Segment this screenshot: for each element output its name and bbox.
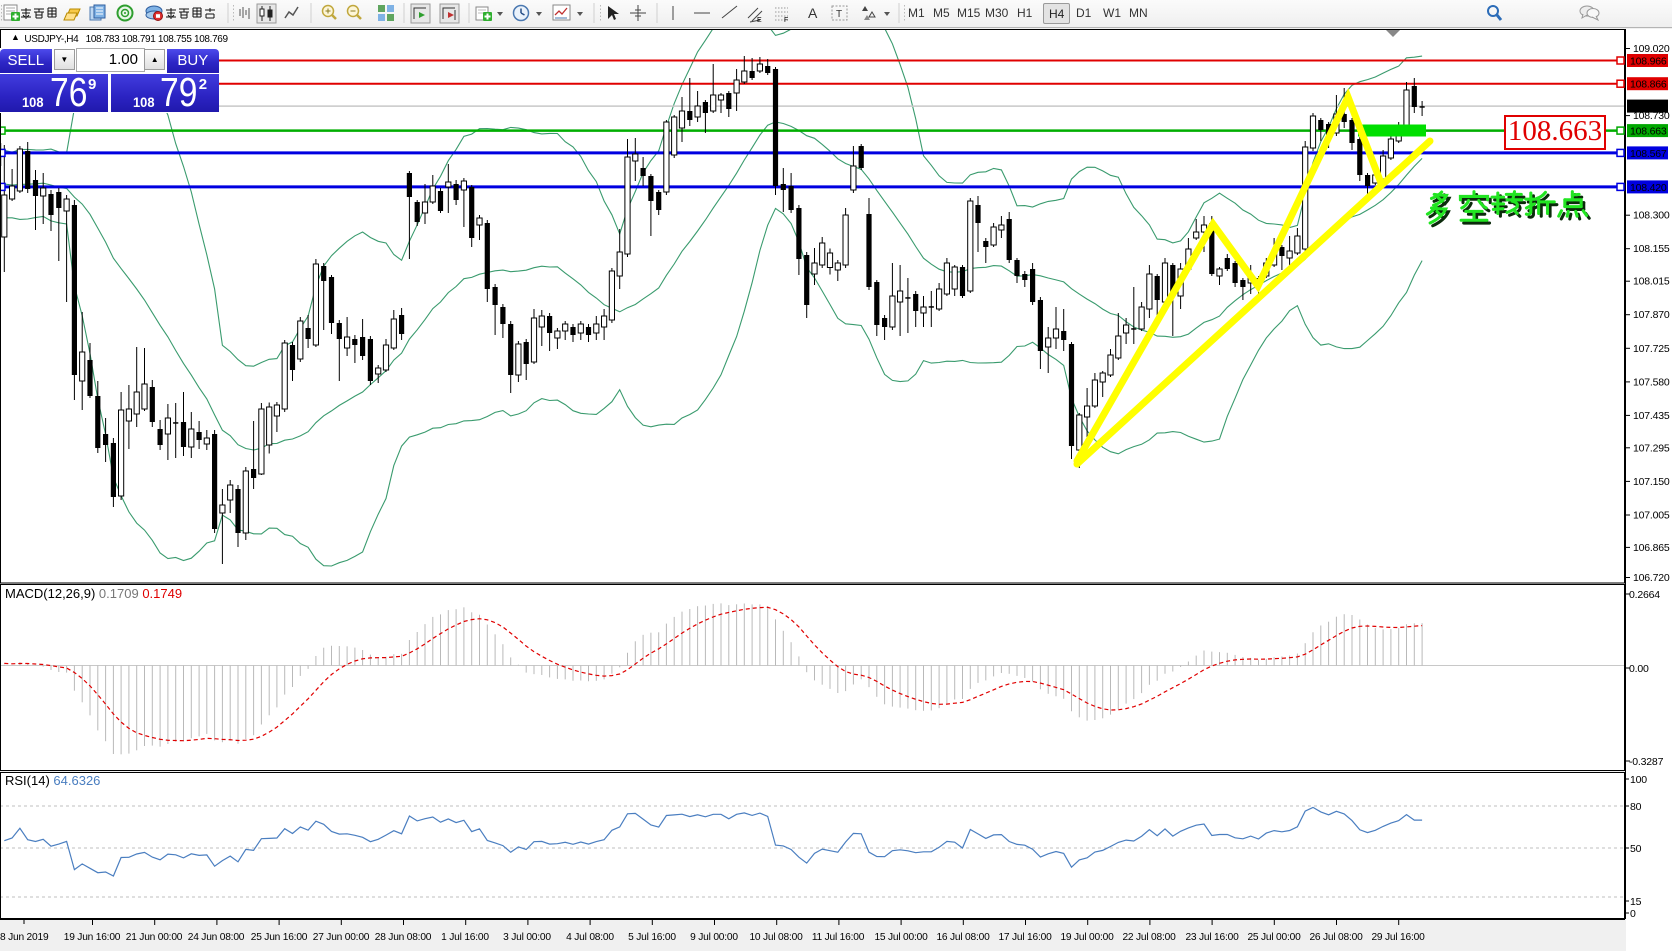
svg-text:106.720: 106.720 (1633, 572, 1670, 584)
svg-text:25 Jun 16:00: 25 Jun 16:00 (251, 932, 308, 943)
svg-text:22 Jul 08:00: 22 Jul 08:00 (1122, 932, 1176, 943)
svg-text:27 Jun 00:00: 27 Jun 00:00 (313, 932, 370, 943)
svg-text:0.00: 0.00 (1629, 663, 1649, 675)
svg-text:108.015: 108.015 (1633, 276, 1670, 288)
svg-text:10 Jul 08:00: 10 Jul 08:00 (749, 932, 803, 943)
svg-text:15: 15 (1630, 896, 1642, 908)
svg-text:108.155: 108.155 (1633, 243, 1670, 255)
svg-text:108.966: 108.966 (1630, 56, 1667, 68)
svg-text:MACD(12,26,9) 0.1709 0.1749: MACD(12,26,9) 0.1709 0.1749 (5, 586, 182, 601)
svg-text:29 Jul 16:00: 29 Jul 16:00 (1371, 932, 1425, 943)
svg-text:50: 50 (1630, 843, 1642, 855)
svg-text:100: 100 (1630, 774, 1647, 786)
svg-text:108.300: 108.300 (1633, 210, 1670, 222)
svg-text:80: 80 (1630, 801, 1642, 813)
svg-text:107.295: 107.295 (1633, 442, 1670, 454)
svg-text:F: F (784, 17, 788, 24)
svg-text:107.150: 107.150 (1633, 476, 1670, 488)
svg-text:108.769: 108.769 (1630, 101, 1667, 113)
svg-text:23 Jul 16:00: 23 Jul 16:00 (1185, 932, 1239, 943)
svg-text:1 Jul 16:00: 1 Jul 16:00 (441, 932, 489, 943)
svg-text:26 Jul 08:00: 26 Jul 08:00 (1309, 932, 1363, 943)
svg-text:108.420: 108.420 (1630, 182, 1667, 194)
svg-text:11 Jul 16:00: 11 Jul 16:00 (812, 932, 865, 943)
svg-text:T: T (836, 9, 842, 20)
svg-text:3 Jul 00:00: 3 Jul 00:00 (503, 932, 551, 943)
svg-text:19 Jul 00:00: 19 Jul 00:00 (1060, 932, 1114, 943)
svg-text:108.866: 108.866 (1630, 79, 1667, 91)
svg-text:109.020: 109.020 (1633, 43, 1670, 55)
svg-text:28 Jun 08:00: 28 Jun 08:00 (375, 932, 432, 943)
svg-text:107.580: 107.580 (1633, 376, 1670, 388)
svg-text:E: E (757, 17, 762, 24)
svg-text:25 Jul 00:00: 25 Jul 00:00 (1247, 932, 1301, 943)
svg-text:107.870: 107.870 (1633, 309, 1670, 321)
svg-text:107.435: 107.435 (1633, 410, 1670, 422)
svg-text:21 Jun 00:00: 21 Jun 00:00 (126, 932, 183, 943)
svg-text:A: A (808, 5, 818, 21)
svg-text:0.2664: 0.2664 (1629, 589, 1660, 601)
svg-text:19 Jun 16:00: 19 Jun 16:00 (64, 932, 121, 943)
svg-text:108.567: 108.567 (1630, 148, 1667, 160)
svg-text:108.730: 108.730 (1633, 110, 1670, 122)
svg-text:106.865: 106.865 (1633, 542, 1670, 554)
svg-text:15 Jul 00:00: 15 Jul 00:00 (874, 932, 928, 943)
svg-text:107.725: 107.725 (1633, 343, 1670, 355)
svg-text:9 Jul 00:00: 9 Jul 00:00 (690, 932, 738, 943)
svg-text:16 Jul 08:00: 16 Jul 08:00 (936, 932, 990, 943)
svg-text:0: 0 (1630, 908, 1636, 920)
svg-text:8 Jun 2019: 8 Jun 2019 (0, 932, 49, 943)
svg-text:17 Jul 16:00: 17 Jul 16:00 (998, 932, 1052, 943)
svg-text:4 Jul 08:00: 4 Jul 08:00 (566, 932, 614, 943)
svg-text:107.005: 107.005 (1633, 510, 1670, 522)
svg-text:5 Jul 16:00: 5 Jul 16:00 (628, 932, 676, 943)
svg-text:RSI(14) 64.6326: RSI(14) 64.6326 (5, 773, 100, 788)
svg-text:24 Jun 08:00: 24 Jun 08:00 (188, 932, 245, 943)
svg-text:108.663: 108.663 (1630, 126, 1667, 138)
svg-text:-0.3287: -0.3287 (1629, 756, 1664, 768)
